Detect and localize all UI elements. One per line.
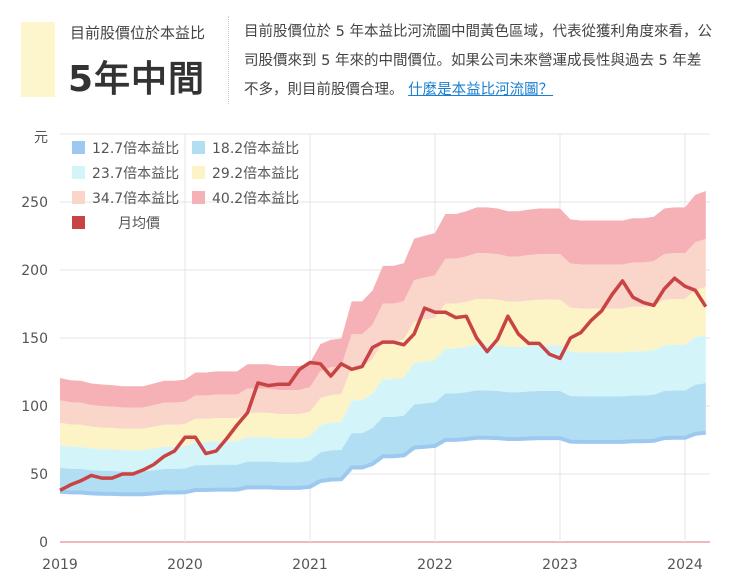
pe-band-23.7-29.2 (60, 287, 706, 451)
pe-river-help-link[interactable]: 什麼是本益比河流圖？ (408, 82, 554, 98)
legend-label: 23.7倍本益比 (92, 166, 179, 182)
pe-line-12.7 (59, 430, 707, 497)
pe-band-18.2-23.7 (60, 335, 706, 472)
legend-swatch (192, 166, 205, 179)
y-tick-label: 150 (21, 331, 48, 347)
x-tick-label: 2024 (667, 557, 703, 573)
status-subtitle: 目前股價位於本益比 (70, 24, 206, 42)
legend-swatch (192, 141, 205, 154)
pe-band-29.2-34.7 (60, 239, 706, 429)
x-tick-label: 2021 (292, 557, 328, 573)
y-axis-unit: 元 (34, 130, 48, 146)
legend-label: 40.2倍本益比 (212, 191, 299, 207)
monthly-price-line (59, 276, 708, 492)
y-tick-label: 200 (21, 263, 48, 279)
pe-band-34.7-40.2 (60, 191, 706, 408)
x-tick-label: 2022 (417, 557, 453, 573)
legend-label: 月均價 (118, 215, 160, 232)
pe-band-12.7-18.2 (60, 383, 706, 493)
legend-swatch (72, 216, 85, 229)
description: 目前股價位於 5 年本益比河流圖中間黃色區域，代表從獲利角度來看，公司股價來到 … (244, 18, 714, 105)
y-tick-label: 50 (30, 467, 48, 483)
legend-swatch (72, 166, 85, 179)
x-tick-label: 2023 (542, 557, 578, 573)
status-value: 5年中間 (68, 59, 206, 100)
legend-swatch (192, 191, 205, 204)
legend-label: 12.7倍本益比 (92, 141, 179, 157)
status-color-swatch (21, 22, 55, 97)
legend-label: 29.2倍本益比 (212, 166, 299, 182)
legend-label: 18.2倍本益比 (212, 141, 299, 157)
legend-swatch (72, 191, 85, 204)
description-text: 目前股價位於 5 年本益比河流圖中間黃色區域，代表從獲利角度來看，公司股價來到 … (244, 24, 712, 98)
legend-swatch (72, 141, 85, 154)
divider (228, 16, 229, 104)
y-tick-label: 250 (21, 195, 48, 211)
x-tick-label: 2019 (42, 557, 78, 573)
legend-label: 34.7倍本益比 (92, 191, 179, 207)
x-tick-label: 2020 (167, 557, 203, 573)
y-tick-label: 100 (21, 399, 48, 415)
y-tick-label: 0 (39, 535, 48, 551)
